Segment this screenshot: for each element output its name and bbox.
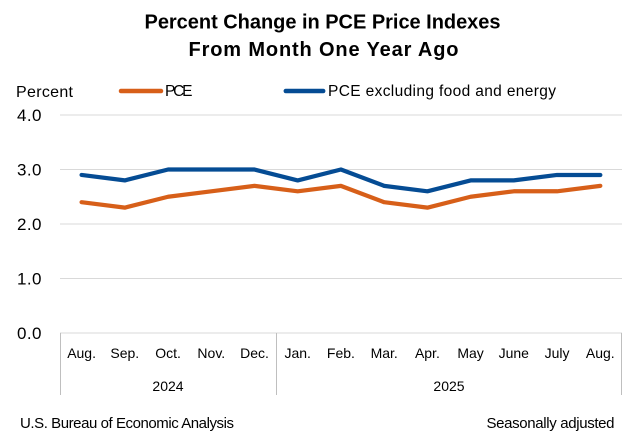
svg-text:Percent: Percent [16, 84, 74, 101]
svg-text:From Month One Year Ago: From Month One Year Ago [189, 39, 459, 61]
svg-text:Dec.: Dec. [240, 345, 269, 361]
svg-text:Nov.: Nov. [197, 345, 225, 361]
svg-text:Oct.: Oct. [155, 345, 181, 361]
svg-text:2025: 2025 [433, 378, 464, 394]
svg-text:Seasonally adjusted: Seasonally adjusted [487, 415, 615, 432]
svg-text:Mar.: Mar. [371, 345, 398, 361]
svg-text:Feb.: Feb. [327, 345, 355, 361]
svg-text:Jan.: Jan. [284, 345, 310, 361]
svg-text:3.0: 3.0 [17, 161, 42, 180]
svg-text:Percent Change in PCE Price In: Percent Change in PCE Price Indexes [145, 12, 501, 34]
svg-text:Sep.: Sep. [110, 345, 139, 361]
svg-text:Aug.: Aug. [67, 345, 96, 361]
svg-text:0.0: 0.0 [17, 324, 42, 343]
svg-text:Aug.: Aug. [586, 345, 615, 361]
svg-text:2.0: 2.0 [17, 215, 42, 234]
svg-text:May: May [457, 345, 483, 361]
svg-text:1.0: 1.0 [17, 270, 42, 289]
svg-text:PCE excluding food and energy: PCE excluding food and energy [328, 83, 556, 100]
svg-text:U.S. Bureau of Economic Analys: U.S. Bureau of Economic Analysis [20, 415, 234, 432]
svg-text:June: June [499, 345, 530, 361]
svg-text:July: July [545, 345, 570, 361]
svg-text:Apr.: Apr. [415, 345, 440, 361]
svg-text:PCE: PCE [165, 83, 193, 100]
svg-text:2024: 2024 [152, 378, 183, 394]
svg-text:4.0: 4.0 [17, 106, 42, 125]
